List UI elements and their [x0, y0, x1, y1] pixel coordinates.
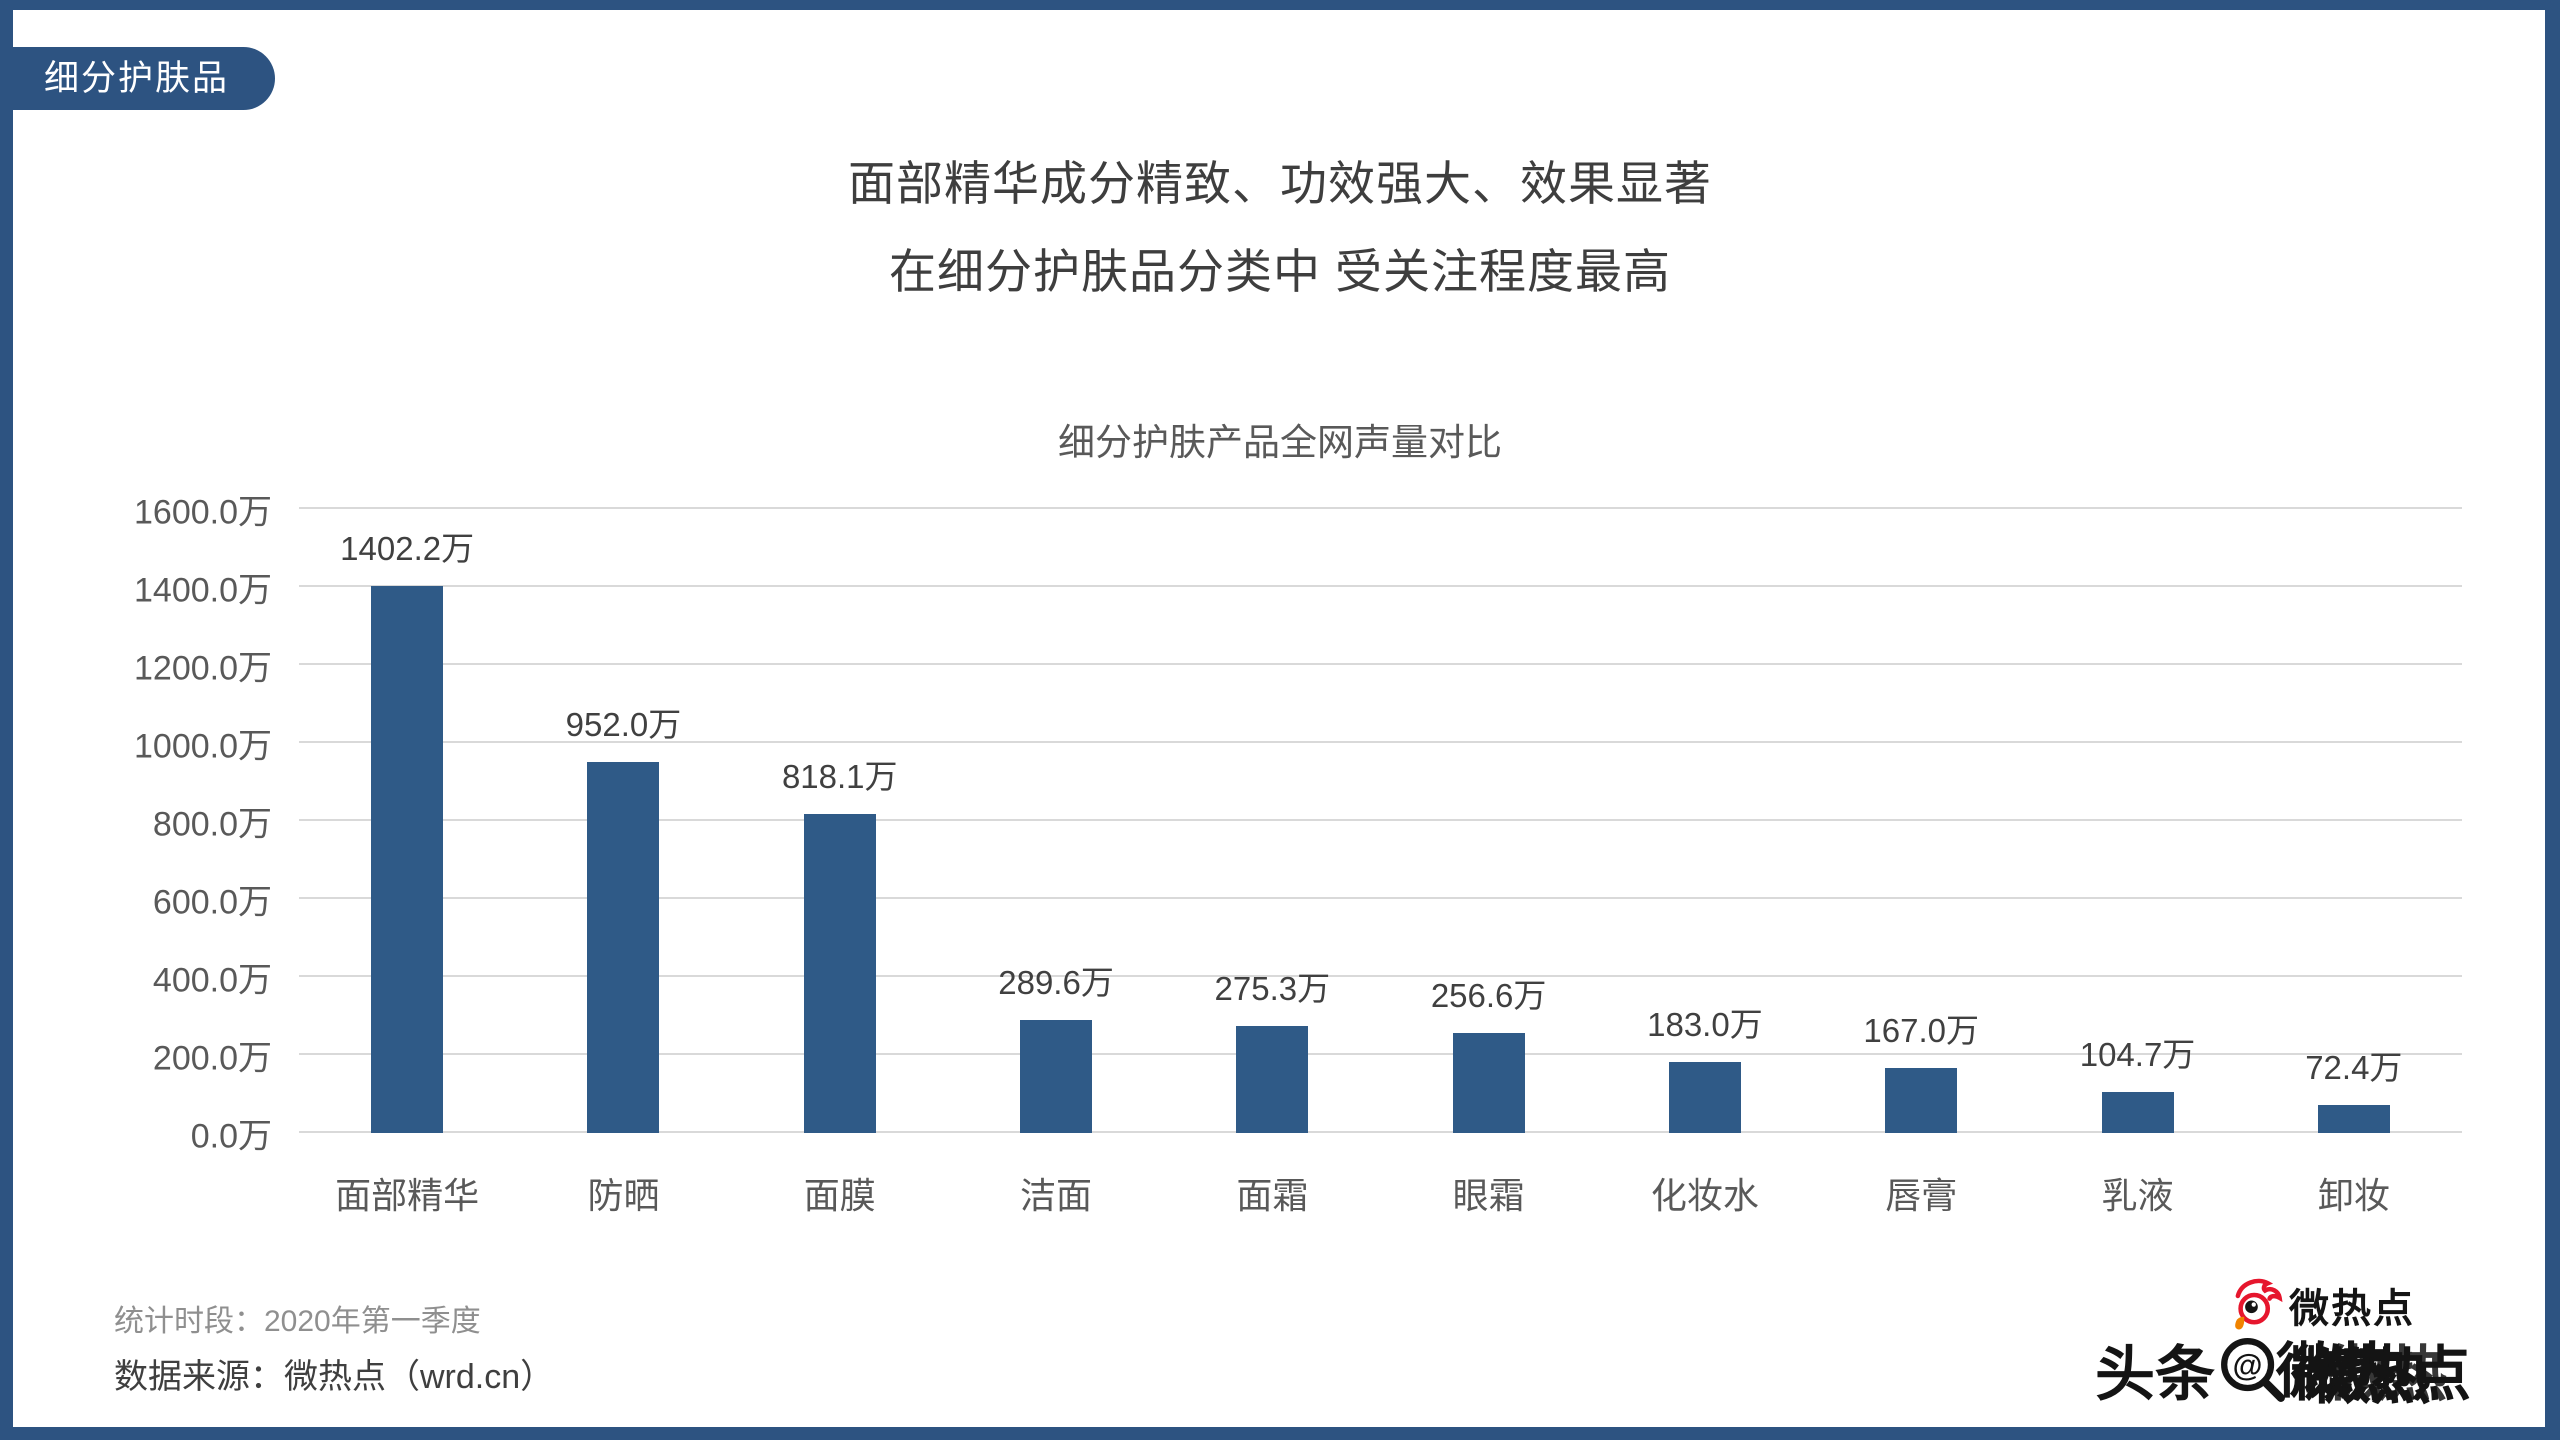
gridline [299, 741, 2462, 743]
bar-column: 167.0万 [1813, 509, 2029, 1133]
bar-value-label: 72.4万 [2305, 1048, 2403, 1086]
bar: 818.1万 [782, 758, 898, 1133]
bar: 167.0万 [1863, 1012, 1979, 1133]
x-axis-category-label: 洁面 [1020, 1175, 1093, 1216]
gridline [299, 1053, 2462, 1055]
overlay-garbled-text: 微热 [2291, 1341, 2411, 1408]
gridline [299, 663, 2462, 665]
stat-period-text: 统计时段：2020年第一季度 [114, 1305, 481, 1338]
y-axis-tick-label: 600.0万 [152, 883, 272, 922]
bar: 104.7万 [2080, 1036, 2195, 1133]
brand-logo: 微热点 [2227, 1276, 2415, 1334]
main-title-line1: 面部精华成分精致、功效强大、效果显著 [848, 157, 1712, 210]
magnifier-icon: @ [2221, 1337, 2285, 1402]
y-axis-tick-label: 1400.0万 [134, 571, 272, 610]
bar-value-label: 104.7万 [2079, 1036, 2196, 1074]
x-axis-category-label: 面部精华 [335, 1175, 480, 1216]
bar-column: 72.4万 [2246, 509, 2462, 1133]
bar-column: 183.0万 [1597, 509, 1813, 1133]
gridline [299, 1131, 2462, 1133]
y-axis-tick-label: 1600.0万 [134, 493, 272, 532]
bar: 72.4万 [2305, 1049, 2402, 1133]
bar: 183.0万 [1647, 1006, 1763, 1133]
gridline [299, 975, 2462, 977]
page-border-left [0, 0, 13, 1440]
x-axis-category-label: 防晒 [587, 1175, 660, 1216]
y-axis: 0.0万 200.0万 400.0万 600.0万 800.0万 1000.0万 1200.… [60, 494, 272, 1156]
overlay-watermark: 头条 @ 微热 点 [2095, 1326, 2471, 1413]
bar-column: 256.6万 [1380, 509, 1596, 1133]
page-border-bottom [0, 1427, 2560, 1440]
bar-series: 1402.2万 952.0万 818.1万 289.6万 275.3万 256.6万 183… [299, 509, 2462, 1133]
category-badge: 细分护肤品 [0, 47, 276, 110]
y-axis-tick-label: 0.0万 [190, 1117, 272, 1156]
y-axis-tick-label: 800.0万 [152, 805, 272, 844]
x-axis-category-label: 面膜 [803, 1175, 876, 1216]
bar-value-label: 167.0万 [1863, 1011, 1980, 1049]
chart-title: 细分护肤产品全网声量对比 [1058, 422, 1502, 463]
main-title-line2: 在细分护肤品分类中 受关注程度最高 [888, 245, 1672, 298]
bar: 275.3万 [1215, 970, 1330, 1133]
overlay-prefix-text: 头条 [2095, 1341, 2215, 1408]
bar-column: 952.0万 [515, 509, 731, 1133]
bar-value-label: 256.6万 [1430, 976, 1547, 1014]
bar-column: 818.1万 [732, 509, 948, 1133]
bar-column: 275.3万 [1164, 509, 1380, 1133]
bar-column: 289.6万 [948, 509, 1164, 1133]
bar-column: 104.7万 [2029, 509, 2245, 1133]
y-axis-tick-label: 1000.0万 [134, 727, 272, 766]
plot-area: 1402.2万 952.0万 818.1万 289.6万 275.3万 256.6万 183… [299, 507, 2462, 1133]
gridline [299, 819, 2462, 821]
bar-value-label: 183.0万 [1647, 1005, 1763, 1043]
x-axis-category-label: 卸妆 [2317, 1175, 2390, 1216]
x-axis: 面部精华 防晒 面膜 洁面 面霜 眼霜 化妆水 唇膏 乳液 卸妆 [299, 1167, 2462, 1219]
y-axis-tick-label: 200.0万 [152, 1039, 272, 1078]
y-axis-tick-label: 400.0万 [152, 961, 272, 1000]
bar-value-label: 1402.2万 [340, 530, 475, 568]
x-axis-category-label: 面霜 [1236, 1175, 1309, 1216]
gridline [299, 897, 2462, 899]
page-border-right [2545, 0, 2560, 1440]
brand-logo-text: 微热点 [2289, 1287, 2415, 1331]
x-axis-category-label: 眼霜 [1452, 1175, 1525, 1216]
bar-value-label: 952.0万 [565, 705, 682, 743]
bar-column: 1402.2万 [299, 509, 515, 1133]
bar-value-label: 289.6万 [998, 964, 1114, 1002]
sina-eye-icon [2235, 1278, 2283, 1330]
gridline [299, 585, 2462, 587]
bar-value-label: 275.3万 [1214, 969, 1331, 1007]
bar: 289.6万 [998, 964, 1114, 1133]
data-source-text: 数据来源：微热点（wrd.cn） [114, 1358, 555, 1396]
bar: 256.6万 [1431, 977, 1546, 1133]
bar-value-label: 818.1万 [781, 757, 898, 795]
svg-text:@: @ [2233, 1348, 2263, 1382]
watermark: 微热点 头条 @ 微热 点 [2095, 1276, 2540, 1426]
main-title: 面部精华成分精致、功效强大、效果显著 在细分护肤品分类中 受关注程度最高 [0, 140, 2560, 316]
x-axis-category-label: 化妆水 [1650, 1175, 1759, 1216]
y-axis-tick-label: 1200.0万 [134, 649, 272, 688]
x-axis-category-label: 唇膏 [1885, 1175, 1958, 1216]
page-border-top [0, 0, 2560, 10]
gridline [299, 507, 2462, 509]
x-axis-category-label: 乳液 [2101, 1175, 2174, 1216]
bar: 1402.2万 [340, 530, 474, 1133]
bar: 952.0万 [566, 706, 681, 1133]
overlay-end-text: 点 [2411, 1341, 2471, 1408]
